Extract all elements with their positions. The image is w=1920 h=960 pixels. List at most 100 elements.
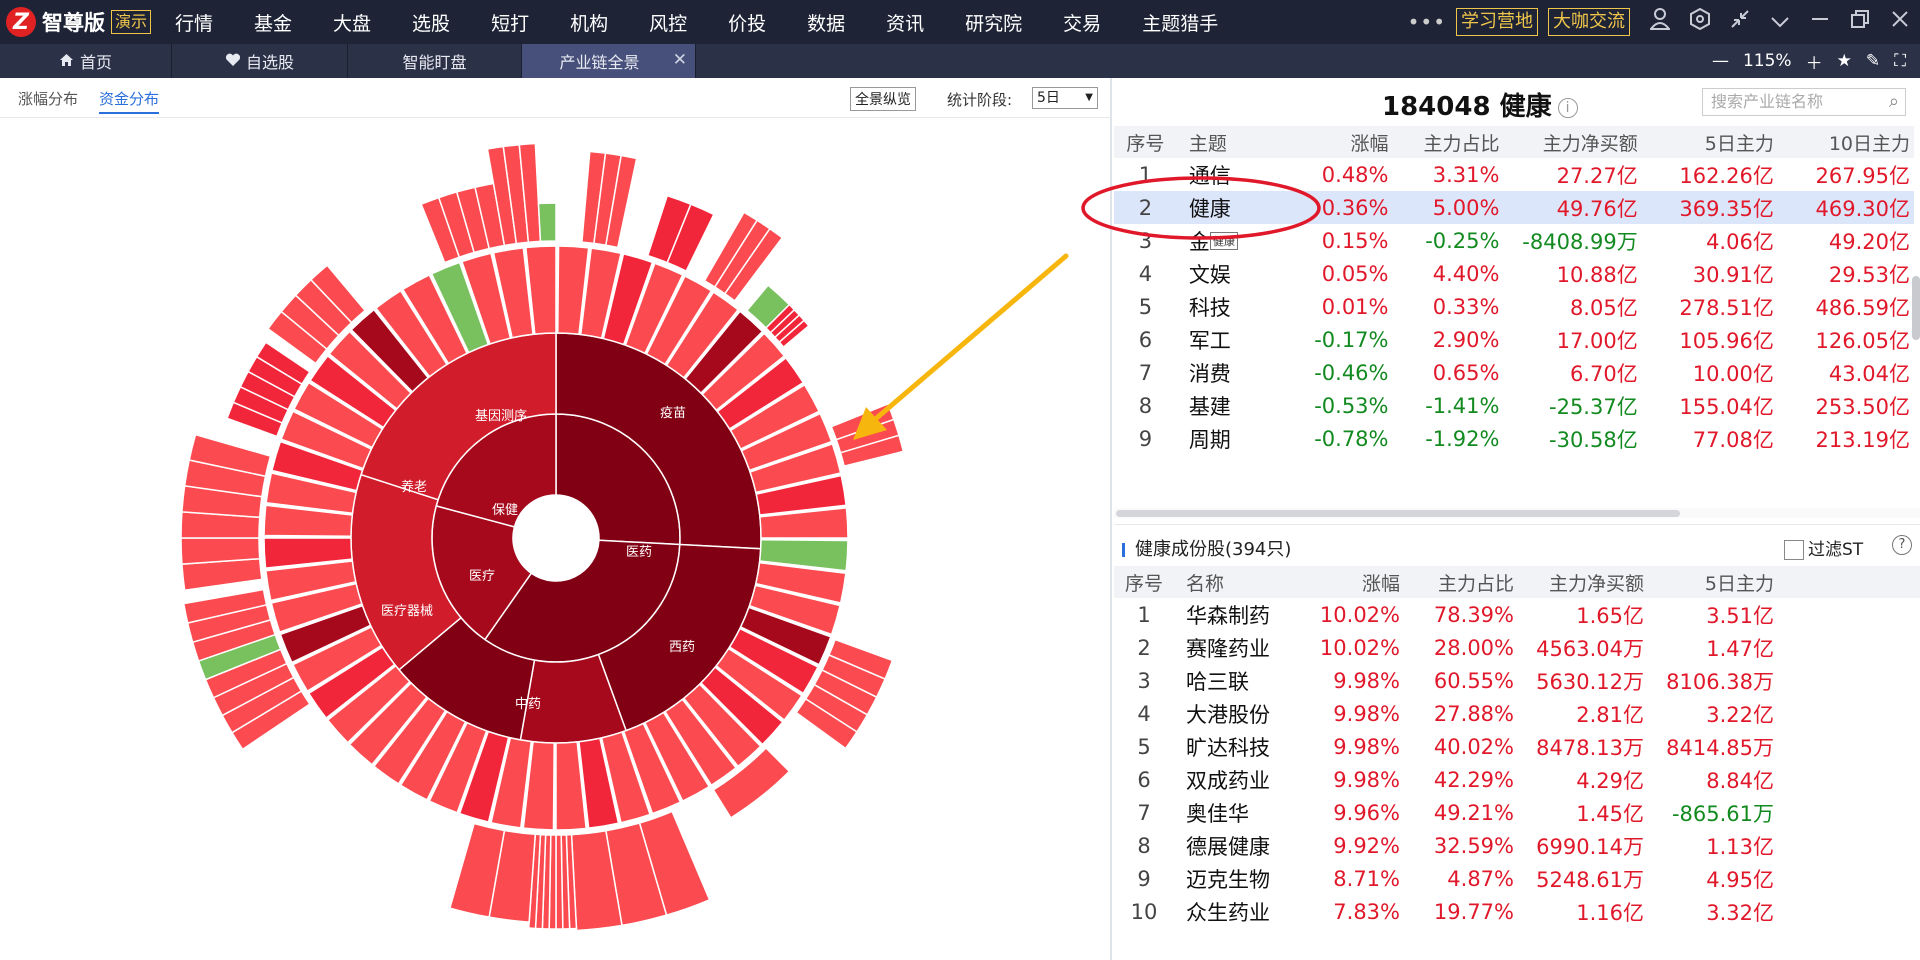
star-icon[interactable]: ★ [1836,51,1852,71]
sunburst-segment-ring3[interactable] [279,604,372,664]
sunburst-segment-outer[interactable] [180,537,261,565]
sunburst-segment-ring3[interactable] [600,731,651,824]
edit-icon[interactable]: ✎ [1865,51,1881,71]
stock-table-row[interactable]: 8 德展健康 9.92% 32.59% 6990.14万 1.13亿 [1114,829,1920,862]
stock-table-row[interactable]: 10 众生药业 7.83% 19.77% 1.16亿 3.32亿 [1114,895,1920,928]
sunburst-segment-ring3[interactable] [748,584,842,636]
settings-icon[interactable] [1680,7,1720,36]
sunburst-segment-ring3[interactable] [716,356,805,430]
sunburst-segment-ring3[interactable] [270,582,363,633]
sunburst-segment-ring3[interactable] [754,561,847,604]
sunburst-segment-outer[interactable] [712,746,791,819]
menu-item-research[interactable]: 研究院 [965,12,1023,35]
sunburst-segment-ring3[interactable] [557,245,590,336]
sunburst-segment-ring3[interactable] [280,410,373,470]
more-icon[interactable]: ••• [1407,10,1446,34]
sunburst-segment-ring3[interactable] [522,740,555,831]
sunburst-segment-outer[interactable] [839,434,905,468]
tab-watchlist[interactable]: 自选股 [172,44,348,78]
sunburst-segment-ring3[interactable] [729,383,821,451]
stock-table-row[interactable]: 2 赛隆药业 10.02% 28.00% 4563.04万 1.47亿 [1114,631,1920,664]
sunburst-segment-outer[interactable] [723,227,784,302]
col-header-name[interactable]: 名称 [1174,566,1294,598]
stock-table-row[interactable]: 5 旷达科技 9.98% 40.02% 8478.13万 8414.85万 [1114,730,1920,763]
theme-table-row[interactable]: 1 通信 0.48% 3.31% 27.27亿 162.26亿 267.95亿 [1114,158,1914,191]
theme-table-row[interactable]: 8 基建 -0.53% -1.41% -25.37亿 155.04亿 253.50亿 [1114,389,1914,422]
search-icon[interactable]: ⌕ [1888,91,1899,112]
sunburst-segment-ring3[interactable] [492,247,534,339]
sunburst-segment-outer[interactable] [605,154,638,249]
theme-table-row[interactable]: 7 消费 -0.46% 0.65% 6.70亿 10.00亿 43.04亿 [1114,356,1914,389]
tab-close-icon[interactable]: ✕ [672,50,687,70]
theme-table-row[interactable]: 6 军工 -0.17% 2.90% 17.00亿 105.96亿 126.05亿 [1114,323,1914,356]
menu-item-data[interactable]: 数据 [807,12,846,35]
minimize-icon[interactable] [1800,9,1840,35]
sunburst-segment-outer[interactable] [795,697,858,750]
filter-st-checkbox[interactable] [1784,540,1804,560]
menu-item-quotes[interactable]: 行情 [175,12,214,35]
sunburst-segment-ring3[interactable] [401,273,469,365]
stock-table-row[interactable]: 9 迈克生物 8.71% 4.87% 5248.61万 4.95亿 [1114,862,1920,895]
theme-table-row[interactable]: 3 金 0.15% -0.25% -8408.99万 4.06亿 49.20亿 [1114,224,1914,257]
expand-icon[interactable]: ⛶ [1894,51,1906,71]
sunburst-segment-ring3[interactable] [645,275,713,366]
help-icon[interactable]: ? [1892,535,1912,555]
sunburst-segment-outer[interactable] [309,264,367,324]
sunburst-segment-ring3[interactable] [428,721,488,814]
sunburst-segment-ring3[interactable] [326,664,411,744]
stock-table-row[interactable]: 6 双成药业 9.98% 42.29% 4.29亿 8.84亿 [1114,763,1920,796]
stock-table-row[interactable]: 7 奥佳华 9.96% 49.21% 1.45亿 -865.61万 [1114,796,1920,829]
expert-exchange-button[interactable]: 大咖交流 [1548,8,1630,36]
sunburst-segment-ring3[interactable] [525,245,557,335]
sunburst-segment-outer[interactable] [448,822,506,919]
sunburst-segment-ring3[interactable] [622,722,682,815]
sunburst-segment-ring3[interactable] [665,291,740,379]
tab-industry-chain[interactable]: 产业链全景 ✕ [522,44,696,78]
overview-button[interactable]: 全景纵览 [850,87,916,111]
sunburst-segment-outer[interactable] [197,633,282,681]
col-header-main-ratio[interactable]: 主力占比 [1392,126,1504,158]
sunburst-segment-ring3[interactable] [458,730,510,824]
collapse-icon[interactable] [1720,9,1760,35]
menu-item-risk-control[interactable]: 风控 [649,12,688,35]
sunburst-segment-ring3[interactable] [430,261,490,354]
sunburst-segment-ring3[interactable] [740,412,833,472]
stock-table-row[interactable]: 3 哈三联 9.98% 60.55% 5630.12万 8106.38万 [1114,664,1920,697]
col-header-net-buy[interactable]: 主力净买额 [1503,126,1642,158]
sunburst-segment-outer[interactable] [255,341,311,386]
menu-item-stock-picker[interactable]: 选股 [412,12,451,35]
sunburst-segment-ring3[interactable] [293,381,384,449]
filter-st[interactable]: 过滤ST [1784,535,1863,560]
menu-item-news[interactable]: 资讯 [886,12,925,35]
sunburst-segment-ring3[interactable] [664,698,738,787]
sunburst-segment-ring3[interactable] [624,262,684,355]
sunburst-segment-outer[interactable] [537,202,557,243]
theme-table-row[interactable]: 9 周期 -0.78% -1.92% -30.58亿 77.08亿 213.19亿 [1114,422,1914,455]
menu-item-institutions[interactable]: 机构 [570,12,609,35]
col-header-main-ratio[interactable]: 主力占比 [1404,566,1518,598]
menu-item-trade[interactable]: 交易 [1063,12,1102,35]
menu-item-theme-hunter[interactable]: 主题猎手 [1142,12,1219,35]
sunburst-segment-ring3[interactable] [755,474,847,516]
sunburst-segment-ring3[interactable] [265,472,358,515]
sunburst-segment-ring3[interactable] [699,666,784,746]
col-header-net-buy[interactable]: 主力净买额 [1518,566,1648,598]
sunburst-segment-ring3[interactable] [682,683,762,768]
stock-table-row[interactable]: 4 大港股份 9.98% 27.88% 2.81亿 3.22亿 [1114,697,1920,730]
chain-search-input[interactable]: 搜索产业链名称 ⌕ [1702,88,1906,116]
sunburst-segment-ring3[interactable] [399,710,467,801]
menu-item-market[interactable]: 大盘 [333,12,372,35]
theme-table-row[interactable]: 2 健康 0.36% 5.00% 49.76亿 369.35亿 469.30亿 [1114,191,1914,224]
menu-item-funds[interactable]: 基金 [254,12,293,35]
col-header-10d-main[interactable]: 10日主力 [1777,126,1914,158]
sunburst-segment-outer[interactable] [188,433,272,478]
restore-icon[interactable] [1840,9,1880,35]
sunburst-segment-ring3[interactable] [555,741,587,831]
sunburst-segment-ring3[interactable] [684,310,764,395]
col-header-5d-main[interactable]: 5日主力 [1641,126,1778,158]
sunburst-segment-outer[interactable] [555,834,564,930]
sunburst-segment-ring3[interactable] [461,252,512,345]
sunburst-segment-ring3[interactable] [307,646,396,720]
stock-table-row[interactable]: 1 华森制药 10.02% 78.39% 1.65亿 3.51亿 [1114,598,1920,631]
sunburst-segment-outer[interactable] [666,203,715,273]
